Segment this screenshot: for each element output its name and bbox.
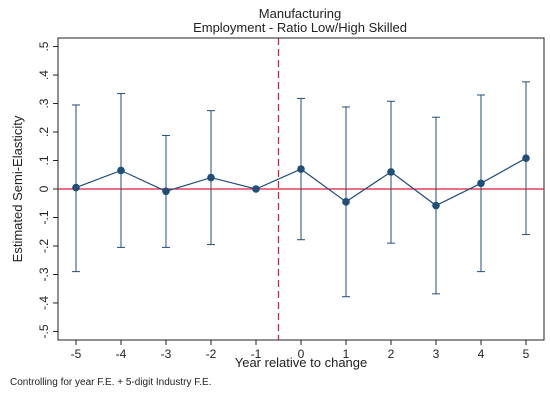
x-tick-label: -3 xyxy=(161,347,172,361)
y-tick-label: .4 xyxy=(37,70,51,80)
y-axis-label: Estimated Semi-Elasticity xyxy=(10,115,25,262)
x-tick-label: 4 xyxy=(478,347,485,361)
y-tick-label: -.4 xyxy=(37,296,51,310)
x-tick-label: 0 xyxy=(298,347,305,361)
chart-title: Manufacturing xyxy=(259,6,341,21)
data-point xyxy=(252,185,260,193)
x-axis: -5 -4 -3 -2 -1 0 1 2 3 4 5 xyxy=(71,340,530,361)
data-point xyxy=(297,165,305,173)
y-tick-label: -.2 xyxy=(37,239,51,253)
y-axis: -.5 -.4 -.3 -.2 -.1 0 .1 .2 .3 .4 .5 xyxy=(37,41,58,338)
data-point xyxy=(477,179,485,188)
estimate-points xyxy=(72,154,530,210)
x-tick-label: 2 xyxy=(388,347,395,361)
y-tick-label: -.1 xyxy=(37,210,51,224)
data-point xyxy=(117,166,125,175)
data-point xyxy=(72,183,80,192)
y-tick-label: .2 xyxy=(37,127,51,137)
x-tick-label: -5 xyxy=(71,347,82,361)
y-tick-label: .5 xyxy=(37,41,51,51)
y-tick-label: -.5 xyxy=(37,324,51,338)
chart-subtitle: Employment - Ratio Low/High Skilled xyxy=(193,20,407,35)
data-point xyxy=(342,198,350,206)
x-tick-label: 3 xyxy=(433,347,440,361)
x-tick-label: -4 xyxy=(116,347,127,361)
x-tick-label: -1 xyxy=(251,347,262,361)
x-tick-label: -2 xyxy=(206,347,217,361)
x-tick-label: 1 xyxy=(343,347,350,361)
data-point xyxy=(162,187,170,196)
y-tick-label: .3 xyxy=(37,98,51,108)
x-axis-label: Year relative to change xyxy=(235,355,368,370)
x-tick-label: 5 xyxy=(523,347,530,361)
y-tick-label: 0 xyxy=(37,185,51,192)
data-point xyxy=(432,201,440,210)
y-tick-label: .1 xyxy=(37,155,51,165)
data-point xyxy=(522,154,530,163)
data-point xyxy=(387,168,395,176)
data-point xyxy=(207,173,215,182)
y-tick-label: -.3 xyxy=(37,267,51,281)
chart-note: Controlling for year F.E. + 5-digit Indu… xyxy=(10,377,211,388)
